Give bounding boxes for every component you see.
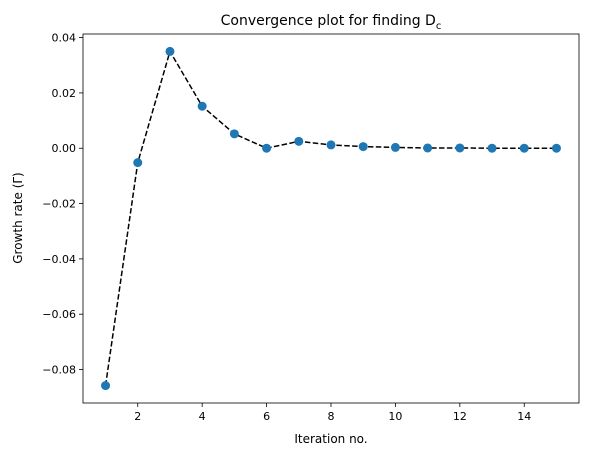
y-tick-label: −0.06 xyxy=(42,308,76,321)
plot-frame xyxy=(82,33,580,404)
data-point xyxy=(262,143,272,153)
chart-title-subscript: c xyxy=(436,21,442,32)
data-point xyxy=(326,140,336,150)
data-point xyxy=(455,143,465,153)
data-point xyxy=(487,143,497,153)
y-tick-label: 0.02 xyxy=(52,87,77,100)
y-tick-label: 0.04 xyxy=(52,32,77,45)
y-axis-label: Growth rate (Γ) xyxy=(11,172,25,264)
data-point xyxy=(519,143,529,153)
y-tick-label: −0.04 xyxy=(42,253,76,266)
data-point xyxy=(133,158,143,168)
chart-title: Convergence plot for finding Dc xyxy=(221,13,442,32)
x-axis-label: Iteration no. xyxy=(294,432,367,446)
data-point xyxy=(423,143,433,153)
x-tick-label: 12 xyxy=(453,410,467,423)
y-tick-label: 0.00 xyxy=(52,142,77,155)
y-tick-label: −0.08 xyxy=(42,364,76,377)
y-tick-label: −0.02 xyxy=(42,198,76,211)
data-points xyxy=(101,46,561,391)
x-tick-label: 2 xyxy=(134,410,141,423)
x-tick-label: 4 xyxy=(199,410,206,423)
x-tick-label: 10 xyxy=(388,410,402,423)
x-tick-label: 8 xyxy=(328,410,335,423)
y-axis-ticks: −0.08 −0.06 −0.04 −0.02 0.00 0.02 0.04 xyxy=(42,32,83,377)
data-point xyxy=(229,129,239,139)
data-point xyxy=(165,46,175,56)
data-point xyxy=(101,381,111,391)
data-point xyxy=(358,142,368,152)
data-point xyxy=(197,101,207,111)
chart-title-text: Convergence plot for finding D xyxy=(221,13,436,29)
data-point xyxy=(551,143,561,153)
data-point xyxy=(294,136,304,146)
plot-background xyxy=(83,34,579,403)
data-point xyxy=(390,142,400,152)
x-tick-label: 6 xyxy=(263,410,270,423)
x-tick-label: 14 xyxy=(517,410,531,423)
x-axis-ticks: 2 4 6 8 10 12 14 xyxy=(134,403,531,423)
